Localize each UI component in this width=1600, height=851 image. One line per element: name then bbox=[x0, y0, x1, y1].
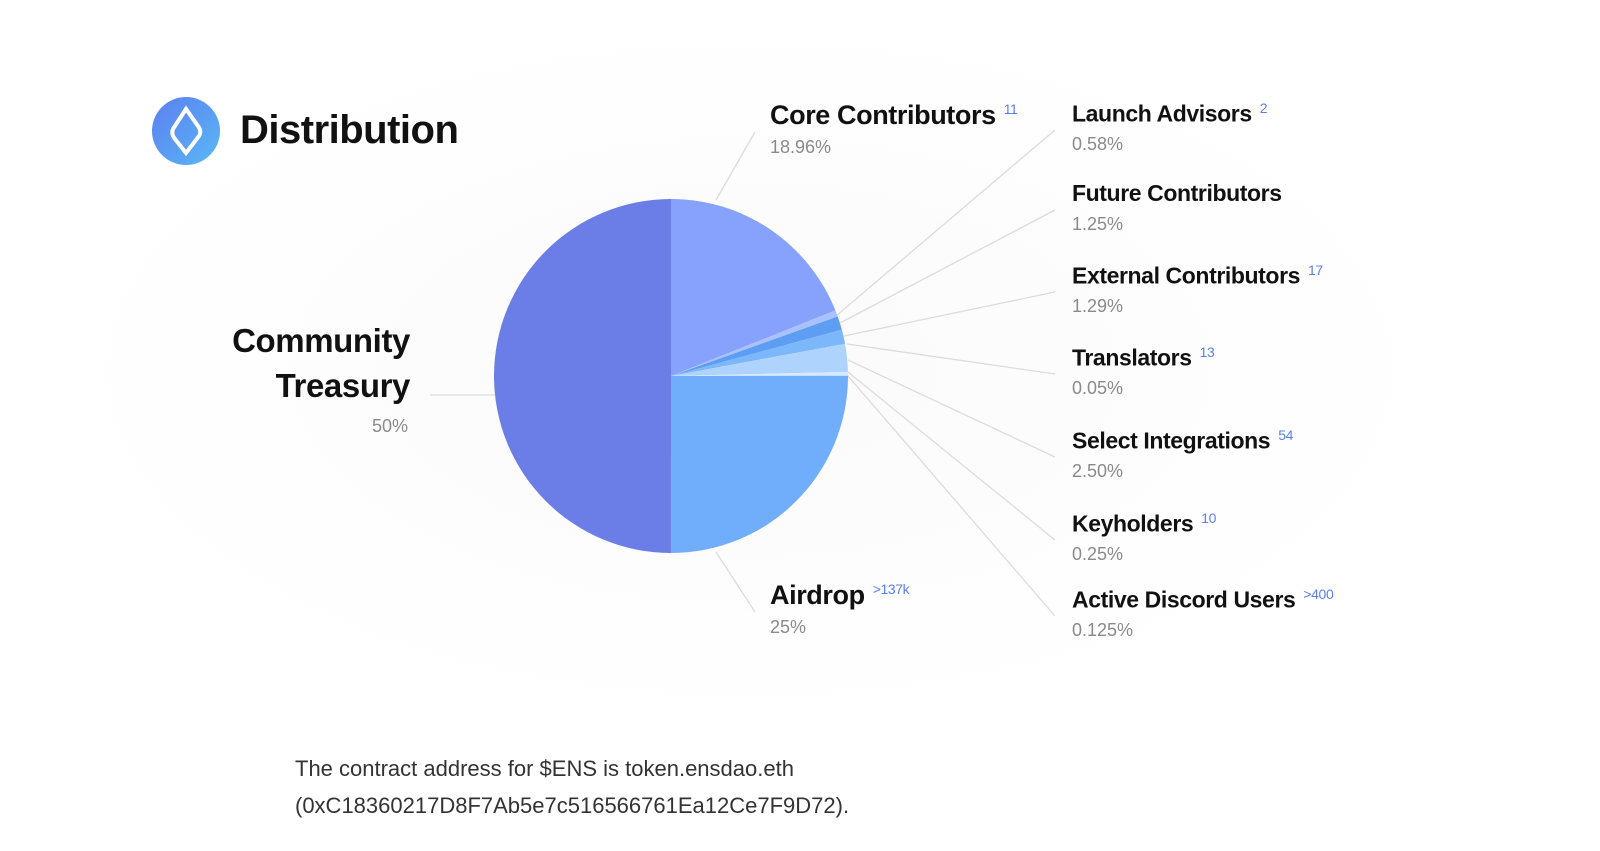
pie-slice-core-contributors bbox=[671, 199, 836, 376]
footer-line-1: The contract address for $ENS is token.e… bbox=[295, 756, 794, 781]
slice-name: Keyholders bbox=[1072, 510, 1194, 537]
slice-percentage: 1.25% bbox=[1072, 214, 1124, 234]
slice-label: Translators 13 bbox=[1072, 344, 1215, 372]
slice-percentage: 1.29% bbox=[1072, 296, 1124, 316]
slice-percentage: 0.05% bbox=[1072, 378, 1124, 398]
slice-name: Translators bbox=[1072, 344, 1192, 371]
slice-label: Core Contributors 11 bbox=[770, 100, 1018, 131]
recipient-count: 17 bbox=[1308, 262, 1323, 278]
leader-line bbox=[843, 291, 1056, 337]
slice-name: Launch Advisors bbox=[1072, 100, 1252, 127]
leader-line bbox=[847, 371, 1056, 541]
leader-line bbox=[835, 129, 1056, 317]
slice-label: Launch Advisors 2 bbox=[1072, 100, 1268, 128]
slice-label: Keyholders 10 bbox=[1072, 510, 1216, 538]
recipient-count: 2 bbox=[1259, 100, 1268, 116]
leader-line bbox=[715, 551, 756, 613]
slice-name: Future Contributors bbox=[1072, 180, 1282, 206]
contract-address-note: The contract address for $ENS is token.e… bbox=[295, 750, 849, 824]
pie-slice-community-treasury bbox=[494, 199, 671, 553]
pie-slice-select-integrations bbox=[671, 344, 848, 376]
slice-percentage: 0.125% bbox=[1072, 620, 1134, 640]
leader-line bbox=[839, 209, 1056, 324]
slice-percentage: 25% bbox=[770, 617, 807, 637]
footer-line-2: (0xC18360217D8F7Ab5e7c516566761Ea12Ce7F9… bbox=[295, 793, 850, 818]
ens-logo-icon bbox=[152, 97, 220, 165]
leader-line bbox=[847, 375, 1056, 617]
leader-line bbox=[847, 359, 1056, 458]
slice-percentage: 0.25% bbox=[1072, 544, 1124, 564]
slice-name: Airdrop bbox=[770, 580, 865, 610]
pie-slice-airdrop bbox=[670, 376, 848, 553]
pie-slice-keyholders bbox=[671, 371, 848, 376]
slice-name: Core Contributors bbox=[770, 100, 996, 130]
recipient-count: 11 bbox=[1003, 101, 1018, 117]
slice-label: Community Treasury bbox=[0, 318, 410, 408]
slice-label: Select Integrations 54 bbox=[1072, 427, 1293, 455]
recipient-count: 13 bbox=[1199, 344, 1215, 360]
slice-label: Airdrop >137k bbox=[770, 580, 910, 611]
slice-percentage: 18.96% bbox=[770, 137, 832, 157]
recipient-count: >400 bbox=[1303, 586, 1334, 602]
leader-line bbox=[846, 343, 1056, 375]
recipient-count: 54 bbox=[1278, 427, 1293, 443]
pie-slice-launch-advisors bbox=[671, 310, 838, 376]
leader-line bbox=[715, 131, 756, 201]
slice-name: External Contributors bbox=[1072, 262, 1301, 289]
pie-slice-active-discord-users bbox=[671, 374, 848, 377]
slice-percentage: 0.58% bbox=[1072, 134, 1124, 154]
recipient-count: 10 bbox=[1201, 510, 1217, 526]
slice-label: Future Contributors bbox=[1072, 180, 1282, 207]
slice-name: Community Treasury bbox=[232, 322, 410, 404]
recipient-count: >137k bbox=[872, 581, 910, 597]
slice-name: Active Discord Users bbox=[1072, 586, 1296, 613]
slice-label: External Contributors 17 bbox=[1072, 262, 1323, 290]
slice-percentage: 50% bbox=[371, 416, 408, 436]
slice-percentage: 2.50% bbox=[1072, 461, 1124, 481]
pie-slice-translators bbox=[671, 343, 846, 376]
slice-name: Select Integrations bbox=[1072, 427, 1271, 454]
pie-slice-future-contributors bbox=[671, 316, 842, 376]
pie-slice-external-contributors bbox=[671, 329, 846, 376]
slice-label: Active Discord Users >400 bbox=[1072, 586, 1334, 614]
chart-title: Distribution bbox=[240, 108, 459, 152]
